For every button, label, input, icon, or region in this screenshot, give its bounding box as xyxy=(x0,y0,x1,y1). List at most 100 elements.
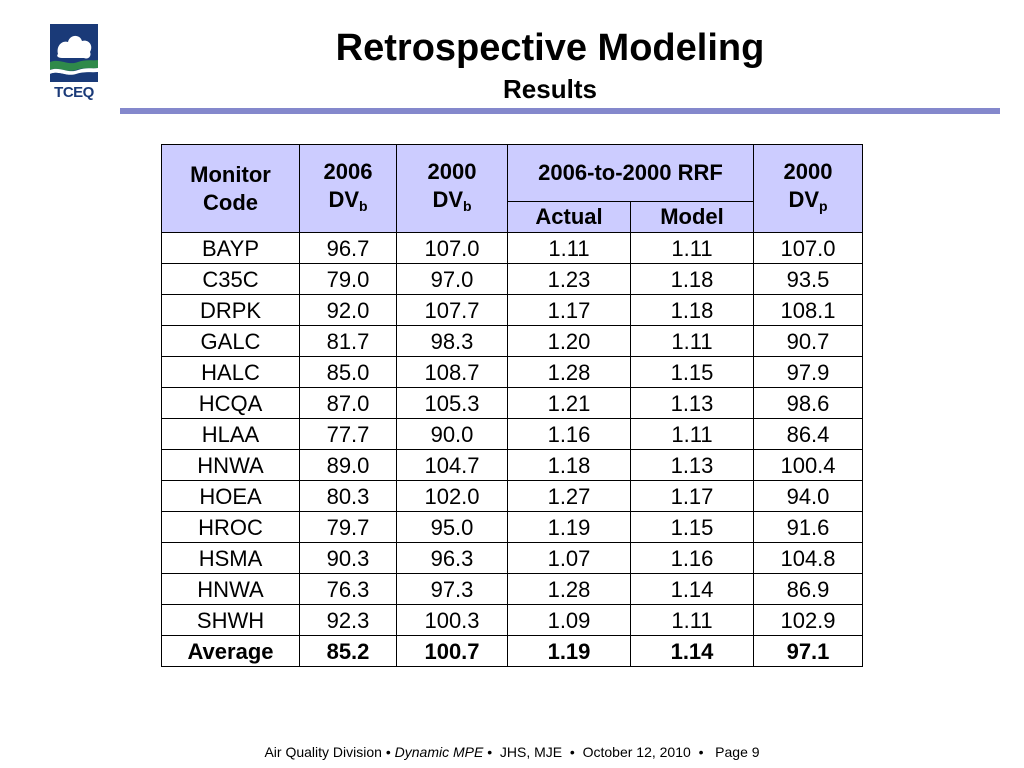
cell-model: 1.15 xyxy=(630,511,754,543)
cell-code: DRPK xyxy=(161,294,300,326)
cell-code: SHWH xyxy=(161,604,300,636)
cell-dv2000: 107.7 xyxy=(396,294,508,326)
header-2000-dvp: 2000 DVp xyxy=(753,144,863,233)
header-2006-year: 2006 xyxy=(323,158,373,184)
cell-actual: 1.20 xyxy=(507,325,631,357)
cell-code: GALC xyxy=(161,325,300,357)
cell-actual: 1.09 xyxy=(507,604,631,636)
header-2000-dv: DV xyxy=(432,186,463,212)
footer-program: Dynamic MPE xyxy=(394,744,484,760)
header-dvp-sub: p xyxy=(819,197,828,214)
footer-page: Page 9 xyxy=(715,744,760,760)
cell-code: HLAA xyxy=(161,418,300,450)
table-row: C35C 79.0 97.0 1.23 1.18 93.5 xyxy=(161,263,863,295)
table-row: GALC 81.7 98.3 1.20 1.11 90.7 xyxy=(161,325,863,357)
table-row: DRPK 92.0 107.7 1.17 1.18 108.1 xyxy=(161,294,863,326)
cell-dv2000: 105.3 xyxy=(396,387,508,419)
cell-actual: 1.28 xyxy=(507,573,631,605)
header-2006-sub: b xyxy=(359,197,368,214)
cell-code: HALC xyxy=(161,356,300,388)
cell-actual: 1.23 xyxy=(507,263,631,295)
header-rule xyxy=(120,108,1000,114)
table-row: HALC 85.0 108.7 1.28 1.15 97.9 xyxy=(161,356,863,388)
cell-actual: 1.07 xyxy=(507,542,631,574)
table-row: HNWA 76.3 97.3 1.28 1.14 86.9 xyxy=(161,573,863,605)
footer-date: October 12, 2010 xyxy=(582,744,691,760)
cell-actual: 1.21 xyxy=(507,387,631,419)
cell-code: HROC xyxy=(161,511,300,543)
footer-authors: JHS, MJE xyxy=(499,744,563,760)
header-monitor-code: Monitor Code xyxy=(161,144,300,233)
cell-dvp: 98.6 xyxy=(753,387,863,419)
cell-actual: 1.18 xyxy=(507,449,631,481)
cell-model: 1.11 xyxy=(630,604,754,636)
header-monitor-line1: Monitor xyxy=(190,161,271,187)
cell-model: 1.18 xyxy=(630,294,754,326)
table-row: HOEA 80.3 102.0 1.27 1.17 94.0 xyxy=(161,480,863,512)
cell-code: HNWA xyxy=(161,573,300,605)
cell-model: 1.14 xyxy=(630,635,754,667)
cell-dv2000: 97.0 xyxy=(396,263,508,295)
cell-dv2006: 81.7 xyxy=(299,325,397,357)
cell-dvp: 107.0 xyxy=(753,232,863,264)
header-2006-dv: DV xyxy=(328,186,359,212)
cell-dvp: 97.9 xyxy=(753,356,863,388)
cell-dv2000: 90.0 xyxy=(396,418,508,450)
table-row: HROC 79.7 95.0 1.19 1.15 91.6 xyxy=(161,511,863,543)
cell-code: HNWA xyxy=(161,449,300,481)
tceq-logo: TCEQ xyxy=(50,24,98,104)
cell-dvp: 91.6 xyxy=(753,511,863,543)
header-rrf-actual: Actual xyxy=(507,201,631,233)
cell-dv2006: 80.3 xyxy=(299,480,397,512)
cell-dv2006: 89.0 xyxy=(299,449,397,481)
footer: Air Quality Division • Dynamic MPE • JHS… xyxy=(0,744,1024,760)
header-2006-dvb: 2006 DVb xyxy=(299,144,397,233)
cell-model: 1.13 xyxy=(630,449,754,481)
cell-model: 1.11 xyxy=(630,325,754,357)
cell-actual: 1.11 xyxy=(507,232,631,264)
cell-code: Average xyxy=(161,635,300,667)
cell-dvp: 86.9 xyxy=(753,573,863,605)
cell-dv2006: 92.3 xyxy=(299,604,397,636)
table-row: HNWA 89.0 104.7 1.18 1.13 100.4 xyxy=(161,449,863,481)
cell-actual: 1.16 xyxy=(507,418,631,450)
cell-model: 1.18 xyxy=(630,263,754,295)
cell-model: 1.15 xyxy=(630,356,754,388)
cell-model: 1.16 xyxy=(630,542,754,574)
cell-dvp: 94.0 xyxy=(753,480,863,512)
cell-actual: 1.28 xyxy=(507,356,631,388)
cell-actual: 1.19 xyxy=(507,635,631,667)
average-row: Average 85.2 100.7 1.19 1.14 97.1 xyxy=(161,635,863,667)
cell-actual: 1.17 xyxy=(507,294,631,326)
cell-dv2006: 79.0 xyxy=(299,263,397,295)
cell-dv2006: 76.3 xyxy=(299,573,397,605)
cell-dv2006: 96.7 xyxy=(299,232,397,264)
cell-code: HCQA xyxy=(161,387,300,419)
table-body: BAYP 96.7 107.0 1.11 1.11 107.0 C35C 79.0 97.0 1.… xyxy=(161,232,863,667)
tceq-logo-icon xyxy=(50,24,98,82)
cell-code: C35C xyxy=(161,263,300,295)
footer-bullet: • xyxy=(385,744,391,760)
cell-dvp: 104.8 xyxy=(753,542,863,574)
cell-dv2000: 107.0 xyxy=(396,232,508,264)
cell-dv2000: 95.0 xyxy=(396,511,508,543)
cell-dvp: 102.9 xyxy=(753,604,863,636)
page-subtitle: Results xyxy=(503,74,597,104)
header-2000-year: 2000 xyxy=(427,158,477,184)
cell-dvp: 90.7 xyxy=(753,325,863,357)
cell-model: 1.14 xyxy=(630,573,754,605)
footer-bullet: • xyxy=(487,744,493,760)
cell-actual: 1.19 xyxy=(507,511,631,543)
cell-dv2000: 100.7 xyxy=(396,635,508,667)
cell-dv2006: 77.7 xyxy=(299,418,397,450)
cell-dv2006: 85.0 xyxy=(299,356,397,388)
cell-dv2000: 100.3 xyxy=(396,604,508,636)
logo-text: TCEQ xyxy=(54,84,94,101)
cell-dv2006: 92.0 xyxy=(299,294,397,326)
table-row: HCQA 87.0 105.3 1.21 1.13 98.6 xyxy=(161,387,863,419)
table-row: HSMA 90.3 96.3 1.07 1.16 104.8 xyxy=(161,542,863,574)
cell-model: 1.13 xyxy=(630,387,754,419)
cell-dv2000: 97.3 xyxy=(396,573,508,605)
header-rrf: 2006-to-2000 RRF xyxy=(507,144,754,202)
cell-dv2006: 90.3 xyxy=(299,542,397,574)
